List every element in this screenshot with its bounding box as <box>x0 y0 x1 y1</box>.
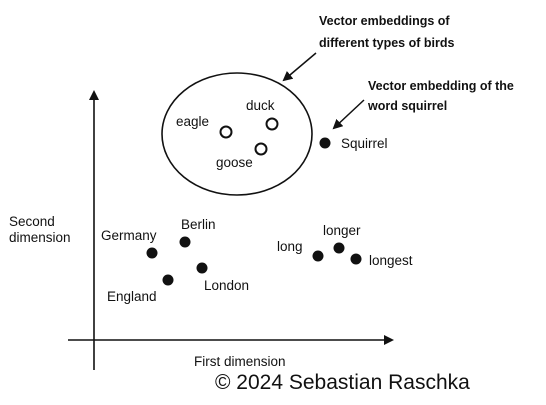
duck-label: duck <box>246 98 275 113</box>
longest-label: longest <box>369 253 413 268</box>
goose-point <box>256 144 267 155</box>
squirrel-point <box>320 138 331 149</box>
squirrel-annotation-arrow <box>334 100 364 128</box>
country-cluster: Germany Berlin England London <box>101 217 249 304</box>
copyright-text: © 2024 Sebastian Raschka <box>215 371 470 394</box>
bird-annotation-line1: Vector embeddings of <box>319 14 450 28</box>
bird-annotation-line2: different types of birds <box>319 36 454 50</box>
london-label: London <box>204 278 249 293</box>
duck-point <box>267 119 278 130</box>
y-axis-label-line2: dimension <box>9 230 71 245</box>
squirrel-annotation-line2: word squirrel <box>367 99 447 113</box>
squirrel-annotation-line1: Vector embedding of the <box>368 79 514 93</box>
length-cluster: long longer longest <box>277 223 413 268</box>
london-point <box>197 263 208 274</box>
germany-label: Germany <box>101 228 157 243</box>
long-point <box>313 251 324 262</box>
germany-point <box>147 248 158 259</box>
bird-cluster-ellipse <box>162 73 312 195</box>
berlin-point <box>180 237 191 248</box>
bird-annotation-arrow <box>284 53 316 80</box>
bird-annotation: Vector embeddings of different types of … <box>284 14 454 80</box>
squirrel-label: Squirrel <box>341 136 388 151</box>
eagle-label: eagle <box>176 114 209 129</box>
longer-label: longer <box>323 223 361 238</box>
longest-point <box>351 254 362 265</box>
y-axis-label-line1: Second <box>9 214 55 229</box>
goose-label: goose <box>216 155 253 170</box>
squirrel-group: Squirrel Vector embedding of the word sq… <box>320 79 514 151</box>
longer-point <box>334 243 345 254</box>
long-label: long <box>277 239 303 254</box>
bird-cluster: eagle duck goose <box>162 73 312 195</box>
berlin-label: Berlin <box>181 217 216 232</box>
england-point <box>163 275 174 286</box>
england-label: England <box>107 289 157 304</box>
eagle-point <box>221 127 232 138</box>
x-axis-label: First dimension <box>194 354 286 369</box>
